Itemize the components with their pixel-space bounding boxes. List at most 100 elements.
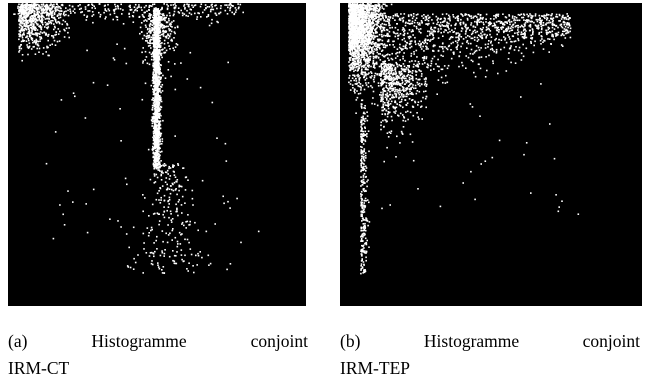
speckle	[112, 18, 114, 21]
speckle	[170, 188, 173, 191]
speckle	[354, 36, 356, 39]
speckle	[161, 6, 163, 9]
speckle	[158, 82, 160, 84]
speckle	[177, 11, 180, 13]
speckle	[356, 29, 359, 31]
speckle	[153, 153, 156, 155]
speckle	[190, 253, 193, 256]
speckle	[350, 16, 353, 19]
speckle	[153, 125, 155, 127]
speckle	[152, 51, 155, 53]
speckle	[354, 8, 357, 11]
speckle	[377, 11, 380, 13]
speckle	[366, 47, 369, 49]
speckle	[128, 246, 130, 249]
speckle	[371, 48, 373, 51]
speckle	[360, 58, 362, 61]
speckle	[179, 185, 182, 188]
speckle	[21, 7, 23, 9]
speckle	[27, 11, 30, 13]
speckle	[194, 4, 197, 6]
speckle	[148, 13, 151, 15]
speckle	[354, 7, 356, 9]
speckle	[24, 11, 27, 13]
speckle	[240, 241, 242, 244]
speckle	[172, 4, 175, 6]
speckle	[45, 6, 47, 9]
speckle	[154, 37, 156, 40]
speckle	[27, 32, 30, 35]
speckle	[359, 83, 362, 85]
speckle	[365, 52, 368, 54]
speckle	[155, 173, 158, 176]
speckle	[21, 17, 24, 20]
speckle	[370, 23, 372, 25]
speckle	[495, 52, 498, 54]
speckle	[158, 39, 161, 42]
speckle	[146, 40, 149, 42]
speckle	[372, 22, 374, 24]
speckle	[348, 81, 350, 84]
speckle	[155, 57, 157, 60]
speckle	[46, 46, 48, 49]
speckle	[31, 22, 33, 25]
speckle	[31, 27, 33, 30]
speckle	[167, 25, 169, 28]
speckle	[133, 6, 136, 8]
speckle	[184, 8, 186, 10]
speckle	[162, 119, 164, 122]
speckle	[227, 61, 229, 64]
speckle	[148, 6, 150, 8]
speckle	[364, 32, 366, 34]
speckle	[46, 6, 49, 9]
speckle	[238, 6, 240, 9]
speckle	[161, 138, 164, 140]
speckle	[41, 19, 44, 21]
speckle	[381, 35, 383, 38]
speckle	[150, 251, 153, 254]
speckle	[155, 134, 157, 136]
speckle	[48, 15, 50, 17]
speckle	[157, 34, 160, 36]
speckle	[160, 16, 163, 18]
speckle	[53, 23, 55, 25]
speckle	[354, 69, 357, 71]
speckle	[371, 14, 374, 17]
speckle	[152, 37, 155, 39]
speckle	[158, 115, 160, 118]
speckle	[157, 65, 160, 67]
speckle	[363, 55, 365, 57]
speckle	[387, 18, 389, 21]
speckle	[154, 212, 156, 215]
speckle	[117, 6, 119, 8]
speckle	[353, 62, 355, 64]
speckle	[348, 32, 350, 35]
speckle	[359, 7, 362, 10]
speckle	[44, 4, 47, 7]
speckle	[156, 31, 159, 34]
speckle	[41, 12, 43, 14]
speckle	[349, 68, 352, 71]
speckle	[352, 22, 354, 24]
speckle	[185, 227, 187, 229]
speckle	[158, 95, 160, 97]
speckle	[188, 5, 190, 8]
speckle	[58, 21, 61, 24]
speckle	[159, 138, 161, 141]
speckle	[224, 9, 227, 12]
speckle	[164, 171, 167, 173]
speckle	[153, 3, 156, 5]
speckle	[153, 139, 156, 142]
speckle	[154, 133, 157, 135]
speckle	[367, 36, 370, 39]
speckle	[375, 15, 377, 18]
speckle	[154, 89, 156, 91]
speckle	[382, 28, 385, 30]
speckle	[230, 4, 233, 7]
speckle	[152, 37, 154, 40]
speckle	[365, 36, 367, 39]
speckle	[157, 45, 160, 48]
speckle	[98, 11, 100, 14]
speckle	[58, 17, 60, 19]
speckle	[367, 73, 369, 76]
